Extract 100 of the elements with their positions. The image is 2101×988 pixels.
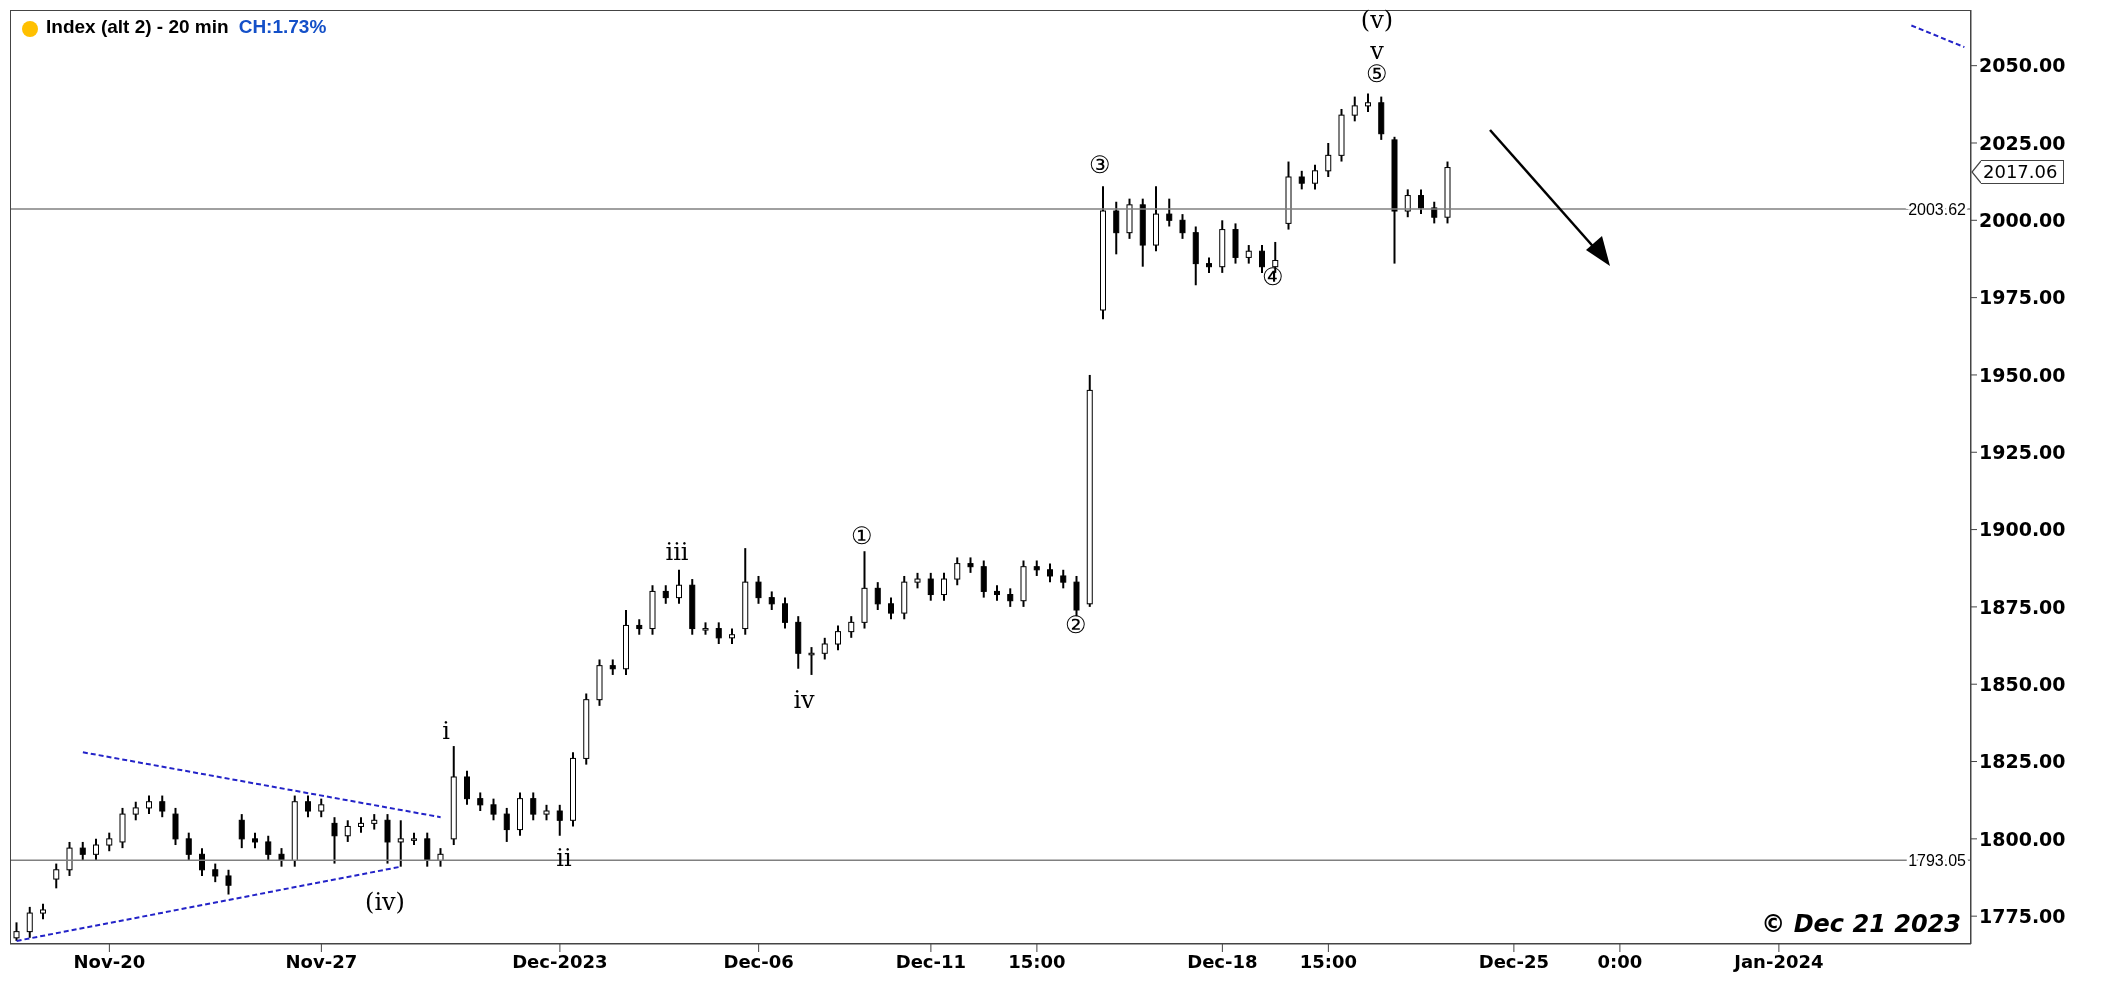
candlestick	[1325, 141, 1332, 179]
candlestick	[782, 596, 788, 630]
candlestick	[676, 568, 682, 605]
x-tick-label: 15:00	[1299, 951, 1358, 972]
candlestick	[808, 646, 815, 676]
candlestick	[53, 862, 60, 890]
candlestick	[318, 797, 325, 819]
candlestick	[1179, 213, 1186, 240]
candlestick	[159, 794, 166, 819]
y-tick-label: 1775.00	[1979, 904, 2066, 927]
candlestick	[331, 816, 338, 865]
candlestick	[146, 794, 152, 816]
ref-line-label: 1793.05	[1908, 852, 1967, 870]
ref-line-label: 2003.62	[1908, 200, 1967, 218]
candlestick	[437, 847, 444, 868]
y-tick-label: 2000.00	[1979, 209, 2066, 232]
annotation: i	[442, 717, 450, 745]
x-tick-label: Dec-2023	[512, 951, 608, 972]
candlestick	[1259, 244, 1265, 274]
candlestick	[503, 806, 510, 843]
candlestick	[66, 840, 73, 877]
annotation: (v)	[1360, 6, 1394, 34]
x-tick-label: Dec-18	[1187, 951, 1258, 972]
y-tick-label: 1800.00	[1979, 827, 2066, 850]
candlestick	[265, 834, 272, 862]
candlestick	[1047, 562, 1053, 584]
candlestick	[490, 797, 497, 822]
y-tick-label: 1950.00	[1979, 363, 2066, 386]
candlestick	[821, 636, 828, 661]
annotation: (iv)	[365, 888, 405, 916]
candlestick	[1312, 163, 1318, 191]
candlestick	[1404, 188, 1411, 219]
annotation: ④	[1262, 263, 1284, 291]
candlestick	[556, 803, 563, 837]
candlestick	[199, 847, 205, 877]
candlestick	[1298, 169, 1305, 191]
x-tick-label: Dec-25	[1478, 951, 1550, 972]
candlestick	[1245, 244, 1252, 265]
candlestick	[384, 813, 391, 865]
candlestick	[941, 571, 947, 602]
y-tick-label: 2050.00	[1979, 54, 2066, 77]
x-tick-label: Nov-20	[73, 951, 146, 972]
candlestick	[888, 596, 894, 621]
x-tick-label: Dec-06	[723, 951, 794, 972]
candlestick	[1166, 197, 1173, 228]
candlestick	[848, 615, 855, 639]
x-tick-label: Dec-11	[895, 951, 967, 972]
candlestick	[1113, 200, 1120, 256]
x-tick-label: Jan-2024	[1732, 951, 1824, 972]
candlestick	[954, 556, 961, 587]
y-tick-label: 1825.00	[1979, 750, 2066, 773]
y-tick-label: 1975.00	[1979, 286, 2066, 309]
annotation: ③	[1089, 151, 1111, 179]
annotation: iii	[665, 538, 689, 566]
annotation: ii	[556, 844, 572, 872]
candlestick	[132, 800, 139, 822]
annotation: iv	[793, 686, 815, 714]
candlestick	[715, 621, 722, 646]
annotation: © Dec 21 2023	[1761, 910, 1961, 938]
candlestick	[238, 813, 245, 850]
candlestick	[1351, 95, 1358, 123]
x-tick-label: Nov-27	[285, 951, 358, 972]
candlestick	[1060, 568, 1067, 590]
candlestick	[225, 868, 232, 896]
annotation: CH:1.73%	[238, 16, 327, 37]
candlestick	[278, 847, 285, 868]
candlestick	[79, 840, 86, 862]
candlestick	[26, 905, 33, 939]
candlestick	[530, 791, 537, 822]
candlestick	[464, 769, 470, 806]
y-tick-label: 1925.00	[1979, 441, 2066, 463]
x-tick-label: 0:00	[1597, 951, 1643, 972]
candlestick	[927, 571, 934, 602]
x-tick-label: 15:00	[1008, 951, 1066, 972]
candlestick	[662, 584, 669, 605]
chart-title: Index (alt 2) - 20 min	[46, 16, 229, 37]
candlestick	[755, 574, 762, 605]
candlestick	[106, 831, 113, 853]
y-tick-label: 1850.00	[1979, 672, 2066, 695]
candlestick	[768, 590, 775, 611]
candlestick	[424, 831, 431, 868]
candlestick	[305, 794, 311, 819]
candlestick	[344, 819, 351, 843]
candlestick	[1007, 587, 1014, 608]
y-tick-label: 1875.00	[1979, 595, 2066, 618]
annotation: ②	[1065, 611, 1087, 639]
candlestick	[185, 831, 192, 862]
y-tick-label: 1900.00	[1979, 518, 2066, 541]
annotation: ①	[851, 522, 873, 550]
candlestick	[874, 581, 881, 611]
candlestick	[13, 921, 20, 942]
candlestick	[477, 791, 484, 813]
y-tick-label: 2025.00	[1979, 131, 2066, 154]
candlestick	[1365, 92, 1371, 114]
candlestick	[835, 624, 841, 652]
candlestick	[397, 819, 404, 868]
candlestick	[212, 862, 219, 884]
candlestick	[93, 837, 99, 862]
text: 2017.06	[1981, 160, 2065, 184]
candlestick	[1418, 188, 1424, 216]
